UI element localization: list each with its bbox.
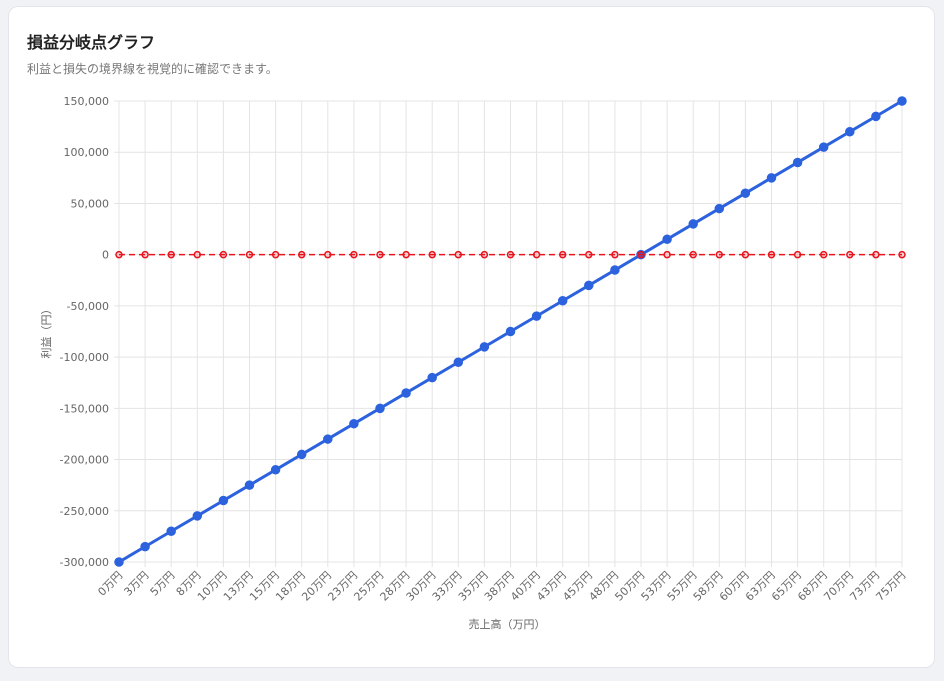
point: [793, 250, 802, 259]
y-tick-label: -300,000: [60, 556, 109, 569]
point: [324, 250, 332, 259]
y-tick-label: -150,000: [60, 402, 109, 415]
point: [584, 280, 594, 291]
point: [506, 250, 515, 259]
point: [845, 126, 855, 137]
point: [766, 173, 777, 183]
x-tick-label: 75万円: [873, 569, 908, 604]
point: [349, 418, 359, 429]
point: [428, 250, 436, 259]
y-tick-label: -50,000: [67, 300, 109, 313]
point: [323, 434, 333, 444]
point: [193, 250, 202, 259]
point: [871, 111, 881, 122]
point: [819, 250, 828, 259]
point: [505, 326, 516, 337]
point: [166, 526, 176, 537]
point: [270, 465, 281, 475]
point: [350, 250, 358, 259]
point: [402, 250, 410, 259]
point: [192, 511, 203, 521]
point: [818, 142, 829, 152]
y-tick-label: 150,000: [64, 95, 110, 108]
point: [715, 250, 724, 259]
point: [219, 250, 228, 259]
point: [531, 311, 542, 321]
point: [376, 250, 384, 259]
point: [375, 403, 385, 414]
point: [454, 250, 463, 259]
point: [872, 250, 880, 259]
point: [688, 219, 698, 229]
point: [662, 234, 672, 245]
point: [611, 250, 619, 259]
point: [401, 388, 411, 398]
point: [740, 188, 751, 198]
chart-subtitle: 利益と損失の境界線を視覚的に確認できます。: [27, 62, 278, 76]
point: [610, 265, 620, 275]
x-tick-label: 3万円: [122, 569, 152, 599]
point: [846, 250, 854, 259]
point: [141, 250, 149, 259]
point: [714, 203, 725, 214]
point: [741, 250, 750, 259]
y-axis-title: 利益（円）: [39, 304, 53, 359]
y-tick-label: 0: [102, 249, 109, 262]
point: [898, 250, 906, 259]
y-tick-label: -100,000: [60, 351, 109, 364]
card: 損益分岐点グラフ 利益と損失の境界線を視覚的に確認できます。: [8, 6, 935, 668]
point: [427, 372, 437, 383]
y-tick-label: 50,000: [71, 197, 110, 210]
y-tick-label: -200,000: [60, 454, 109, 467]
point: [244, 480, 255, 490]
y-tick-label: 100,000: [64, 146, 110, 159]
point: [558, 250, 567, 259]
point: [114, 557, 124, 567]
point: [689, 250, 697, 259]
point: [663, 250, 671, 259]
x-axis-title: 売上高（万円）: [469, 617, 546, 631]
point: [532, 250, 541, 259]
point: [140, 541, 150, 552]
point: [245, 250, 254, 259]
point: [296, 449, 307, 460]
point: [271, 250, 280, 259]
x-tick-label: 0万円: [95, 569, 125, 599]
point: [792, 157, 803, 168]
point: [897, 96, 907, 106]
point: [480, 250, 489, 259]
point: [479, 342, 490, 352]
point: [115, 250, 123, 259]
point: [557, 296, 568, 306]
point: [585, 250, 593, 259]
point: [218, 495, 229, 506]
point: [167, 250, 175, 259]
x-tick-label: 5万円: [148, 569, 178, 599]
point: [297, 250, 306, 259]
point: [453, 357, 464, 367]
y-tick-label: -250,000: [60, 505, 109, 518]
chart-title: 損益分岐点グラフ: [27, 33, 156, 52]
point: [637, 250, 645, 259]
point: [767, 250, 776, 259]
